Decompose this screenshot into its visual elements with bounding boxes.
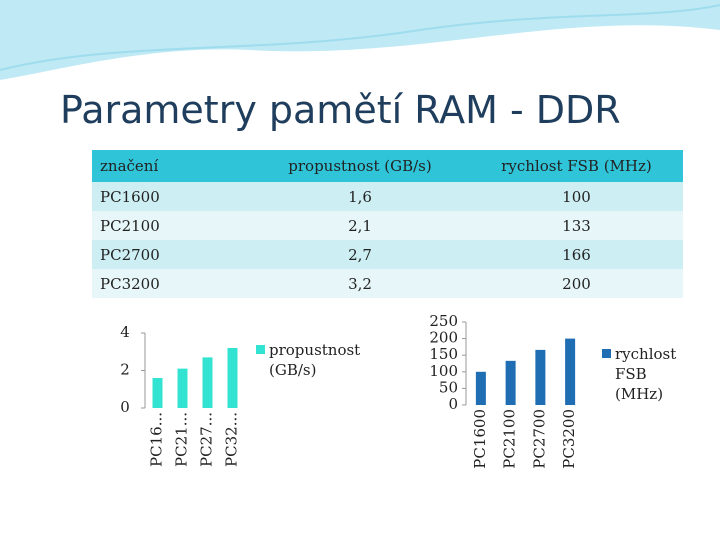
cell: 2,7 — [250, 240, 470, 269]
x-tick-label: PC1600 — [471, 409, 489, 469]
cell: 133 — [470, 211, 683, 240]
cell: PC2100 — [92, 211, 250, 240]
row: PC1600 1,6 100 — [92, 182, 683, 211]
table: značení propustnost (GB/s) rychlost FSB … — [92, 150, 683, 298]
y-tick-label: 200 — [429, 329, 458, 347]
x-tick-label: PC2700 — [530, 409, 548, 469]
x-tick-label: PC16... — [148, 412, 166, 467]
header-row: značení propustnost (GB/s) rychlost FSB … — [92, 150, 683, 182]
x-tick-label: PC2100 — [501, 409, 519, 469]
header-cell: značení — [92, 150, 250, 182]
x-tick-label: PC3200 — [560, 409, 578, 469]
row: PC2700 2,7 166 — [92, 240, 683, 269]
wave — [0, 0, 720, 80]
x-tick-label: PC32... — [223, 412, 241, 467]
cell: PC2700 — [92, 240, 250, 269]
x-tick-label: PC27... — [198, 412, 216, 467]
legend-label: propustnost (GB/s) — [269, 341, 361, 379]
y-tick-label: 0 — [448, 395, 458, 413]
wave-line — [0, 4, 720, 71]
legend-label: rychlost FSB (MHz) — [615, 345, 677, 403]
cell: 2,1 — [250, 211, 470, 240]
header-cell: rychlost FSB (MHz) — [470, 150, 683, 182]
y-tick-label: 100 — [429, 362, 458, 380]
row: PC3200 3,2 200 — [92, 269, 683, 298]
slide-title: Parametry pamětí RAM - DDR — [60, 88, 621, 132]
y-tick-label: 250 — [429, 312, 458, 330]
legend-swatch — [602, 349, 611, 358]
cell: PC1600 — [92, 182, 250, 211]
bar — [535, 349, 546, 405]
cell: 200 — [470, 269, 683, 298]
cell: 1,6 — [250, 182, 470, 211]
cell: 3,2 — [250, 269, 470, 298]
x-tick-label: PC21... — [173, 412, 191, 467]
bar — [505, 360, 516, 405]
header-cell: propustnost (GB/s) — [250, 150, 470, 182]
cell: PC3200 — [92, 269, 250, 298]
row: PC2100 2,1 133 — [92, 211, 683, 240]
y-tick-label: 50 — [439, 378, 458, 396]
bar — [152, 378, 163, 408]
bar — [177, 368, 188, 408]
cell: 100 — [470, 182, 683, 211]
y-tick-label: 4 — [120, 323, 130, 341]
bar — [202, 357, 213, 408]
bar — [475, 371, 486, 405]
bar — [227, 348, 238, 408]
legend-swatch — [256, 345, 265, 354]
y-tick-label: 150 — [429, 345, 458, 363]
bar — [565, 338, 576, 405]
y-tick-label: 0 — [120, 398, 130, 416]
y-tick-label: 2 — [120, 361, 130, 379]
cell: 166 — [470, 240, 683, 269]
